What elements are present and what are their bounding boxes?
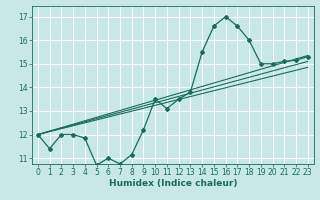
X-axis label: Humidex (Indice chaleur): Humidex (Indice chaleur) [108, 179, 237, 188]
